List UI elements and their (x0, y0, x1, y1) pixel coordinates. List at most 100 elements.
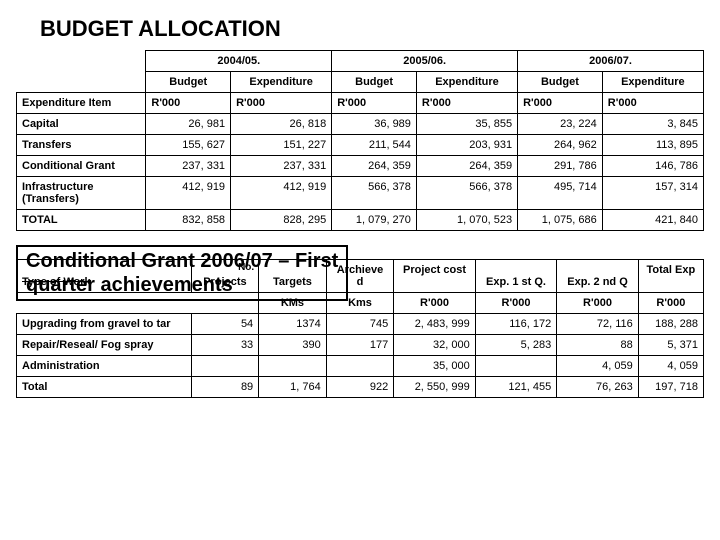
cell-value: 495, 714 (518, 177, 603, 210)
col-exp1: Exp. 1 st Q. (475, 260, 557, 293)
row-label: Capital (17, 114, 146, 135)
cell-value: 291, 786 (518, 156, 603, 177)
cell-value: 157, 314 (602, 177, 703, 210)
cell-value: 2, 550, 999 (394, 377, 476, 398)
cell-value: 412, 919 (231, 177, 332, 210)
blank-cell (17, 51, 146, 72)
row-label: Upgrading from gravel to tar (17, 314, 192, 335)
section2-line1: Conditional Grant 2006/07 – First (26, 250, 338, 272)
col-expenditure: Expenditure (602, 72, 703, 93)
blank-cell (17, 72, 146, 93)
row-label: Conditional Grant (17, 156, 146, 177)
cell-value: 116, 172 (475, 314, 557, 335)
cell-value: 264, 359 (416, 156, 517, 177)
unit-label: R'000 (518, 93, 603, 114)
table-row: Total891, 7649222, 550, 999121, 45576, 2… (17, 377, 704, 398)
cell-value: 88 (557, 335, 639, 356)
cell-value: 1374 (259, 314, 327, 335)
cell-value: 155, 627 (146, 135, 231, 156)
table-row: Infrastructure (Transfers)412, 919412, 9… (17, 177, 704, 210)
table-row: Transfers155, 627151, 227211, 544203, 93… (17, 135, 704, 156)
cell-value: 54 (191, 314, 259, 335)
cell-value: 264, 359 (332, 156, 417, 177)
cell-value: 146, 786 (602, 156, 703, 177)
row-label: Total (17, 377, 192, 398)
col-expenditure: Expenditure (416, 72, 517, 93)
budget-table: 2004/05. 2005/06. 2006/07. Budget Expend… (16, 50, 704, 231)
cell-value: 922 (326, 377, 394, 398)
year-2004: 2004/05. (146, 51, 332, 72)
table-row: Administration35, 0004, 0594, 059 (17, 356, 704, 377)
table-row: Capital26, 98126, 81836, 98935, 85523, 2… (17, 114, 704, 135)
year-2005: 2005/06. (332, 51, 518, 72)
cell-value: 2, 483, 999 (394, 314, 476, 335)
cell-value: 237, 331 (146, 156, 231, 177)
cell-value: 412, 919 (146, 177, 231, 210)
cell-value: 23, 224 (518, 114, 603, 135)
row-label: Transfers (17, 135, 146, 156)
rowhead-label: Expenditure Item (17, 93, 146, 114)
cell-value: 390 (259, 335, 327, 356)
table-row: Repair/Reseal/ Fog spray3339017732, 0005… (17, 335, 704, 356)
cell-value: 26, 818 (231, 114, 332, 135)
cell-value: 113, 895 (602, 135, 703, 156)
cell-value (475, 356, 557, 377)
col-totalexp: Total Exp (638, 260, 703, 293)
cell-value: 121, 455 (475, 377, 557, 398)
cell-value: 1, 075, 686 (518, 210, 603, 231)
cell-value: 4, 059 (557, 356, 639, 377)
cell-value: 566, 378 (416, 177, 517, 210)
cell-value: 566, 378 (332, 177, 417, 210)
cell-value: 32, 000 (394, 335, 476, 356)
cell-value: 828, 295 (231, 210, 332, 231)
year-2006: 2006/07. (518, 51, 704, 72)
unit-label: R'000 (602, 93, 703, 114)
cell-value: 745 (326, 314, 394, 335)
cell-value: 72, 116 (557, 314, 639, 335)
row-label: TOTAL (17, 210, 146, 231)
cell-value: 3, 845 (602, 114, 703, 135)
row-label: Administration (17, 356, 192, 377)
row-label: Infrastructure (Transfers) (17, 177, 146, 210)
cell-value: 197, 718 (638, 377, 703, 398)
page-title: BUDGET ALLOCATION (40, 16, 704, 42)
col-projectcost: Project cost (394, 260, 476, 293)
col-exp2: Exp. 2 nd Q (557, 260, 639, 293)
cell-value: 421, 840 (602, 210, 703, 231)
cell-value: 5, 371 (638, 335, 703, 356)
cell-value (191, 356, 259, 377)
cell-value: 832, 858 (146, 210, 231, 231)
cell-value: 76, 263 (557, 377, 639, 398)
table-row: Conditional Grant237, 331237, 331264, 35… (17, 156, 704, 177)
cell-value: 1, 764 (259, 377, 327, 398)
cell-value: 26, 981 (146, 114, 231, 135)
col-expenditure: Expenditure (231, 72, 332, 93)
cell-value: 177 (326, 335, 394, 356)
unit-r000: R'000 (557, 293, 639, 314)
cell-value: 188, 288 (638, 314, 703, 335)
unit-label: R'000 (416, 93, 517, 114)
cell-value: 211, 544 (332, 135, 417, 156)
cell-value (326, 356, 394, 377)
cell-value: 1, 079, 270 (332, 210, 417, 231)
cell-value: 1, 070, 523 (416, 210, 517, 231)
unit-label: R'000 (231, 93, 332, 114)
col-budget: Budget (146, 72, 231, 93)
row-label: Repair/Reseal/ Fog spray (17, 335, 192, 356)
cell-value: 203, 931 (416, 135, 517, 156)
col-budget: Budget (518, 72, 603, 93)
cell-value (259, 356, 327, 377)
cell-value: 35, 855 (416, 114, 517, 135)
cell-value: 33 (191, 335, 259, 356)
table-row: TOTAL832, 858828, 2951, 079, 2701, 070, … (17, 210, 704, 231)
cell-value: 35, 000 (394, 356, 476, 377)
col-budget: Budget (332, 72, 417, 93)
unit-label: R'000 (146, 93, 231, 114)
unit-r000: R'000 (475, 293, 557, 314)
cell-value: 237, 331 (231, 156, 332, 177)
unit-r000: R'000 (638, 293, 703, 314)
table-row: Upgrading from gravel to tar5413747452, … (17, 314, 704, 335)
cell-value: 36, 989 (332, 114, 417, 135)
cell-value: 5, 283 (475, 335, 557, 356)
cell-value: 264, 962 (518, 135, 603, 156)
